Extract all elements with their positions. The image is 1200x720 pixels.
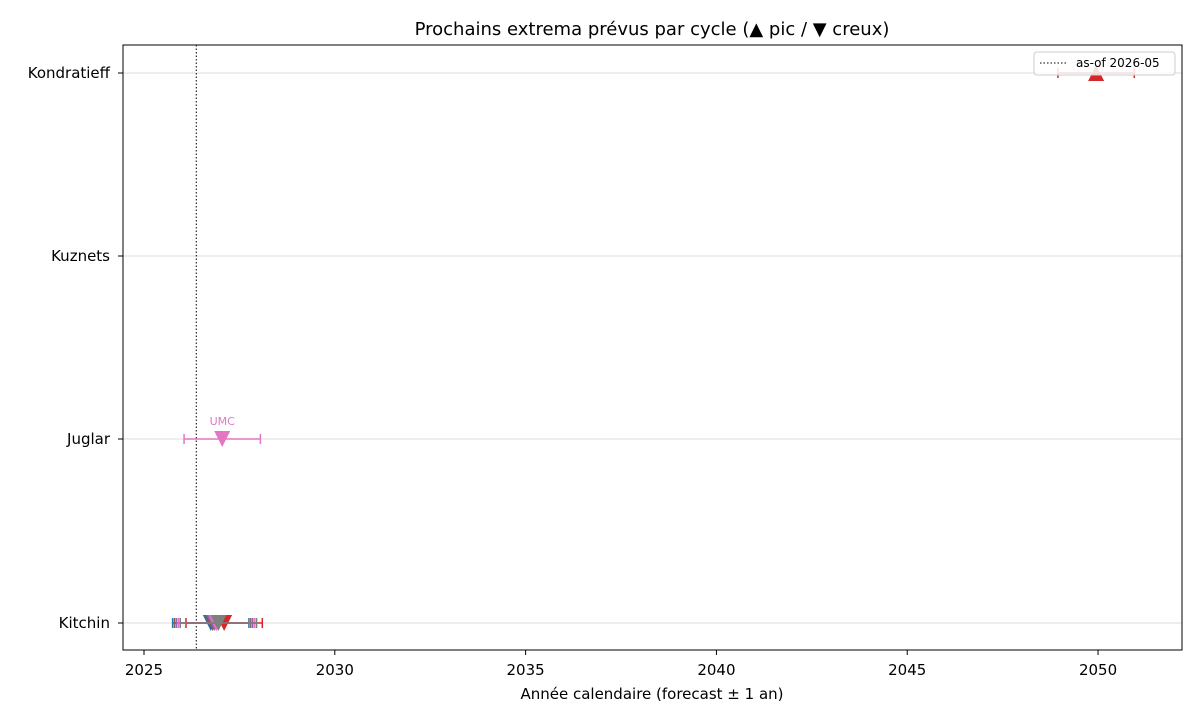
chart-title: Prochains extrema prévus par cycle (▲ pi… bbox=[415, 19, 890, 40]
y-axis-ticks: Kitchin Juglar Kuznets Kondratieff bbox=[28, 64, 123, 632]
plot-frame bbox=[122, 44, 1183, 651]
data-points: UMC bbox=[171, 65, 1136, 631]
x-tick-label-2045: 2045 bbox=[888, 661, 926, 679]
x-tick-label-2035: 2035 bbox=[507, 661, 545, 679]
trough-marker bbox=[214, 431, 231, 447]
point-label: UMC bbox=[210, 415, 236, 428]
y-tick-label-kuznets: Kuznets bbox=[51, 247, 110, 265]
x-tick-label-2030: 2030 bbox=[316, 661, 354, 679]
y-tick-label-juglar: Juglar bbox=[66, 430, 111, 448]
grid-lines bbox=[123, 72, 1182, 624]
trough-marker bbox=[210, 615, 227, 631]
legend-asof-label: as-of 2026-05 bbox=[1076, 56, 1160, 70]
point-kitchin-5 bbox=[179, 615, 258, 631]
point-juglar-6: UMC bbox=[183, 415, 262, 447]
legend-box bbox=[1033, 51, 1176, 76]
y-tick-label-kitchin: Kitchin bbox=[59, 614, 110, 632]
x-tick-label-2050: 2050 bbox=[1079, 661, 1117, 679]
x-axis-ticks: 2025 2030 2035 2040 2045 2050 bbox=[125, 650, 1117, 679]
x-tick-label-2025: 2025 bbox=[125, 661, 163, 679]
legend: as-of 2026-05 bbox=[1033, 51, 1176, 76]
x-tick-label-2040: 2040 bbox=[697, 661, 735, 679]
x-axis-label: Année calendaire (forecast ± 1 an) bbox=[520, 685, 783, 703]
y-tick-label-kondratieff: Kondratieff bbox=[28, 64, 111, 82]
